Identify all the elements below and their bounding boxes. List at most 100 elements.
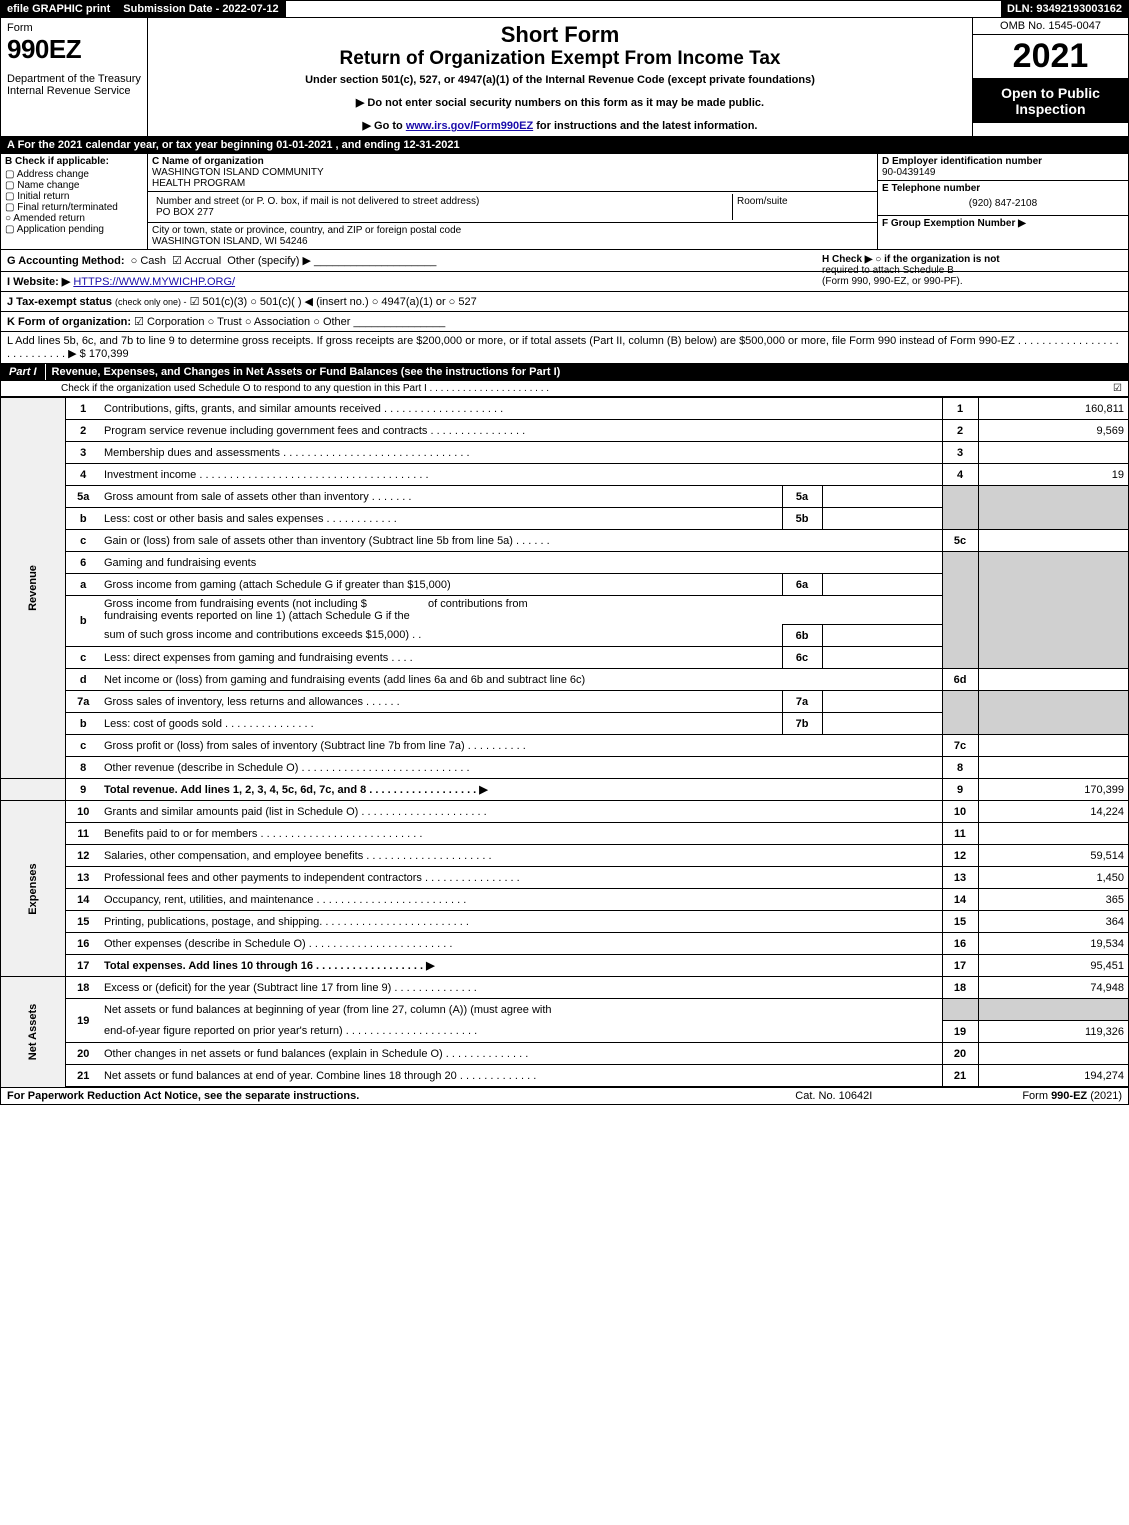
chk-final-return[interactable]: Final return/terminated [5,202,143,213]
i-label: I Website: ▶ [7,276,70,288]
l5b-num: b [66,508,100,530]
efile-label[interactable]: efile GRAPHIC print [1,1,117,17]
group-exemption-block: F Group Exemption Number ▶ [878,216,1128,231]
l15-desc: Printing, publications, postage, and shi… [100,911,942,933]
vside-netassets: Net Assets [1,977,66,1087]
l14-ln: 14 [942,889,978,911]
l18-ln: 18 [942,977,978,999]
chk-initial-return[interactable]: Initial return [5,191,143,202]
topbar: efile GRAPHIC print Submission Date - 20… [1,1,1128,18]
l17-desc: Total expenses. Add lines 10 through 16 … [100,955,942,977]
l7b-v-shaded [978,713,1128,735]
l6a-num: a [66,574,100,596]
l7a-v-shaded [978,691,1128,713]
g-accrual[interactable]: Accrual [172,255,221,267]
city-block: City or town, state or province, country… [148,223,877,249]
l11-desc: Benefits paid to or for members . . . . … [100,823,942,845]
l19-d2: end-of-year figure reported on prior yea… [100,1021,942,1043]
l12-num: 12 [66,845,100,867]
l10-ln: 10 [942,801,978,823]
org-name-block: C Name of organization WASHINGTON ISLAND… [148,154,877,192]
l7a-num: 7a [66,691,100,713]
website-link[interactable]: HTTPS://WWW.MYWICHP.ORG/ [73,276,235,288]
l11-num: 11 [66,823,100,845]
l1-desc: Contributions, gifts, grants, and simila… [100,398,942,420]
l6d-desc: Net income or (loss) from gaming and fun… [100,669,942,691]
dln: DLN: 93492193003162 [1001,1,1128,17]
l6-v-shaded [978,552,1128,574]
l8-ln: 8 [942,757,978,779]
chk-amended-return[interactable]: Amended return [5,213,143,224]
footer-right: Form 990-EZ (2021) [1022,1090,1122,1102]
h-label: H Check ▶ ○ if the organization is not [822,254,1000,265]
k-other[interactable]: Other [313,316,350,328]
bcd-block: B Check if applicable: Address change Na… [1,154,1128,250]
l5b-sub: 5b [782,508,822,530]
chk-name-change[interactable]: Name change [5,180,143,191]
header-center: Short Form Return of Organization Exempt… [148,18,973,136]
l7b-num: b [66,713,100,735]
tel-value: (920) 847-2108 [882,194,1124,213]
j-501c3[interactable]: 501(c)(3) [190,296,248,308]
header-right: OMB No. 1545-0047 2021 Open to Public In… [973,18,1128,136]
l14-val: 365 [978,889,1128,911]
directive-2: ▶ Go to www.irs.gov/Form990EZ for instru… [154,119,966,132]
g-cash[interactable]: Cash [131,255,166,267]
j-4947[interactable]: 4947(a)(1) or [372,296,446,308]
k-association[interactable]: Association [245,316,310,328]
row-h: H Check ▶ ○ if the organization is not r… [822,254,1122,287]
l13-desc: Professional fees and other payments to … [100,867,942,889]
l16-desc: Other expenses (describe in Schedule O) … [100,933,942,955]
k-trust[interactable]: Trust [208,316,242,328]
vside-expenses: Expenses [1,801,66,977]
part1-checkbox[interactable] [1113,383,1122,394]
form-number: 990EZ [7,34,141,65]
l5a-sub: 5a [782,486,822,508]
k-other-line: _______________ [354,316,446,328]
chk-application-pending[interactable]: Application pending [5,224,143,235]
l2-desc: Program service revenue including govern… [100,420,942,442]
dept-treasury: Department of the Treasury [7,73,141,85]
irs-link[interactable]: www.irs.gov/Form990EZ [406,120,533,132]
l10-val: 14,224 [978,801,1128,823]
l7a-desc: Gross sales of inventory, less returns a… [100,691,782,713]
ein-block: D Employer identification number 90-0439… [878,154,1128,181]
tax-year: 2021 [973,35,1128,79]
directive-2-post: for instructions and the latest informat… [536,120,757,132]
l2-ln: 2 [942,420,978,442]
l8-desc: Other revenue (describe in Schedule O) .… [100,757,942,779]
k-corporation[interactable]: Corporation [134,316,204,328]
part1-title: Revenue, Expenses, and Changes in Net As… [46,364,1128,380]
form-title: Return of Organization Exempt From Incom… [154,48,966,70]
l6b-num: b [66,596,100,647]
l1-num: 1 [66,398,100,420]
l5c-desc: Gain or (loss) from sale of assets other… [100,530,942,552]
l5b-desc: Less: cost or other basis and sales expe… [100,508,782,530]
l17-val: 95,451 [978,955,1128,977]
l6-num: 6 [66,552,100,574]
l5a-num: 5a [66,486,100,508]
l6c-sub: 6c [782,647,822,669]
part1-table: Revenue 1 Contributions, gifts, grants, … [1,397,1128,1087]
g-other[interactable]: Other (specify) ▶ [227,255,311,267]
l6a-desc: Gross income from gaming (attach Schedul… [100,574,782,596]
submission-date-cell: Submission Date - 2022-07-12 [117,1,285,17]
section-c: C Name of organization WASHINGTON ISLAND… [148,154,878,249]
l16-num: 16 [66,933,100,955]
l6c-desc: Less: direct expenses from gaming and fu… [100,647,782,669]
l6a-sv [822,574,942,596]
l17-ln: 17 [942,955,978,977]
j-527[interactable]: 527 [449,296,477,308]
l4-num: 4 [66,464,100,486]
chk-address-change[interactable]: Address change [5,169,143,180]
city-value: WASHINGTON ISLAND, WI 54246 [152,236,308,247]
l6b-desc1: Gross income from fundraising events (no… [100,596,942,625]
l6b1-v-shaded [978,596,1128,625]
j-501c[interactable]: 501(c)( ) [250,296,301,308]
form-label: Form [7,22,141,34]
tel-block: E Telephone number (920) 847-2108 [878,181,1128,216]
l21-num: 21 [66,1065,100,1087]
dept-irs: Internal Revenue Service [7,85,141,97]
l20-desc: Other changes in net assets or fund bala… [100,1043,942,1065]
j-label: J Tax-exempt status [7,296,112,308]
